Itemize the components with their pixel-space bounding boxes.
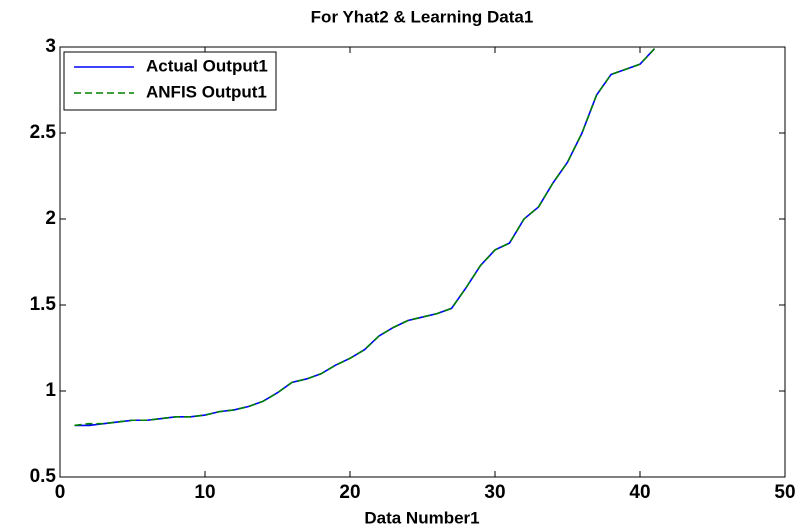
x-tick-label: 50 — [774, 482, 795, 503]
y-tick-label: 2 — [45, 208, 56, 229]
y-tick-label: 0.5 — [30, 466, 57, 487]
x-tick-label: 0 — [55, 482, 66, 503]
x-tick-label: 40 — [629, 482, 650, 503]
x-axis-label: Data Number1 — [364, 508, 479, 527]
legend-box — [63, 51, 277, 111]
y-tick-label: 3 — [45, 36, 56, 57]
chart-title: For Yhat2 & Learning Data1 — [311, 7, 534, 26]
plot-frame — [59, 46, 786, 478]
y-tick-label: 1.5 — [30, 294, 57, 315]
legend-label: Actual Output1 — [146, 56, 268, 75]
y-tick-label: 1 — [45, 380, 56, 401]
x-tick-label: 20 — [339, 482, 360, 503]
y-tick-label: 2.5 — [30, 122, 57, 143]
x-tick-label: 30 — [484, 482, 505, 503]
x-tick-label: 10 — [194, 482, 215, 503]
series-line — [74, 48, 656, 427]
legend-label: ANFIS Output1 — [146, 82, 267, 101]
